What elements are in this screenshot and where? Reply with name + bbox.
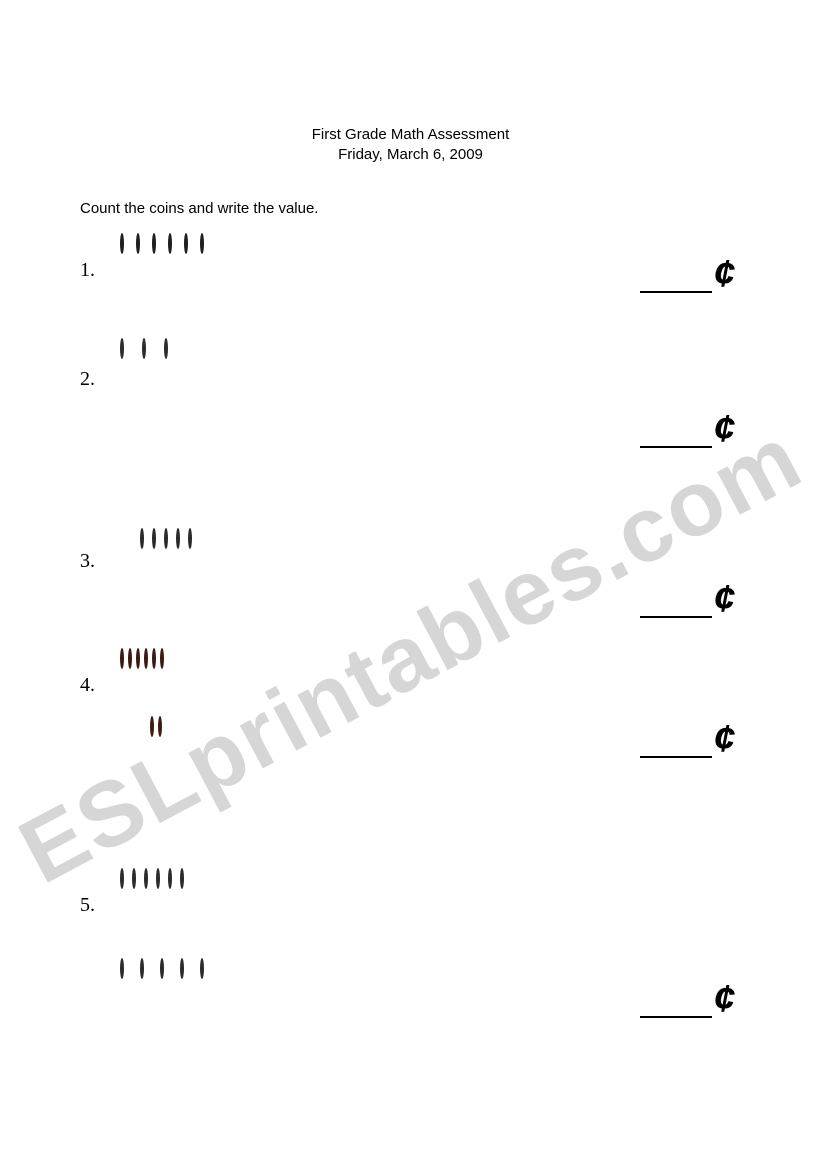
dime-icon (152, 528, 156, 549)
coin-row (120, 340, 168, 358)
worksheet-header: First Grade Math Assessment Friday, Marc… (0, 125, 821, 166)
answer-blank[interactable]: ¢ (640, 980, 735, 1018)
answer-line[interactable] (640, 428, 712, 448)
worksheet-page: ESLprintables.com First Grade Math Asses… (0, 0, 821, 1169)
coin-row (120, 870, 184, 888)
penny-icon (168, 233, 172, 254)
nickel-icon (120, 338, 124, 359)
coin-row (120, 235, 204, 253)
answer-line[interactable] (640, 598, 712, 618)
nickel-icon (168, 868, 172, 889)
nickel-icon (132, 868, 136, 889)
nickel-icon (180, 958, 184, 979)
penny-reverse-icon (120, 648, 124, 669)
problem-number: 4. (80, 674, 95, 697)
header-date: Friday, March 6, 2009 (0, 145, 821, 165)
instruction-text: Count the coins and write the value. (80, 200, 318, 217)
nickel-icon (164, 338, 168, 359)
penny-reverse-icon (152, 648, 156, 669)
problem-number: 5. (80, 894, 95, 917)
answer-blank[interactable]: ¢ (640, 720, 735, 758)
nickel-icon (140, 958, 144, 979)
cent-symbol-icon: ¢ (714, 580, 735, 618)
penny-icon (152, 233, 156, 254)
answer-line[interactable] (640, 738, 712, 758)
penny-reverse-icon (158, 716, 162, 737)
penny-reverse-icon (136, 648, 140, 669)
cent-symbol-icon: ¢ (714, 255, 735, 293)
coin-row (120, 650, 164, 668)
penny-icon (200, 233, 204, 254)
answer-blank[interactable]: ¢ (640, 410, 735, 448)
answer-line[interactable] (640, 998, 712, 1018)
nickel-icon (180, 868, 184, 889)
penny-icon (136, 233, 140, 254)
problem-number: 2. (80, 368, 95, 391)
dime-icon (164, 528, 168, 549)
dime-icon (140, 528, 144, 549)
coin-row (150, 718, 162, 736)
penny-reverse-icon (160, 648, 164, 669)
nickel-icon (120, 868, 124, 889)
coin-row (120, 960, 204, 978)
dime-icon (176, 528, 180, 549)
nickel-icon (156, 868, 160, 889)
coin-row (140, 530, 192, 548)
nickel-icon (200, 958, 204, 979)
penny-reverse-icon (150, 716, 154, 737)
nickel-icon (120, 958, 124, 979)
penny-reverse-icon (144, 648, 148, 669)
penny-icon (184, 233, 188, 254)
cent-symbol-icon: ¢ (714, 720, 735, 758)
header-title: First Grade Math Assessment (0, 125, 821, 145)
answer-blank[interactable]: ¢ (640, 580, 735, 618)
penny-icon (120, 233, 124, 254)
nickel-icon (142, 338, 146, 359)
nickel-icon (160, 958, 164, 979)
dime-icon (188, 528, 192, 549)
answer-blank[interactable]: ¢ (640, 255, 735, 293)
cent-symbol-icon: ¢ (714, 980, 735, 1018)
problem-number: 1. (80, 259, 95, 282)
nickel-icon (144, 868, 148, 889)
penny-reverse-icon (128, 648, 132, 669)
cent-symbol-icon: ¢ (714, 410, 735, 448)
problem-number: 3. (80, 550, 95, 573)
answer-line[interactable] (640, 273, 712, 293)
